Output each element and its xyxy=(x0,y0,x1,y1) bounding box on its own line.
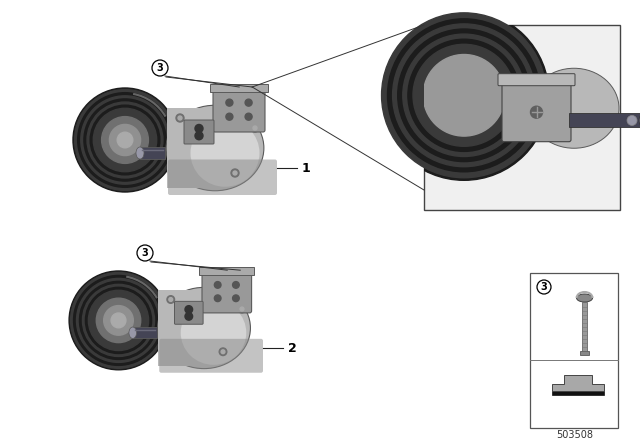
Circle shape xyxy=(77,93,172,187)
Circle shape xyxy=(93,108,157,172)
Circle shape xyxy=(79,281,157,359)
Circle shape xyxy=(85,287,152,353)
Polygon shape xyxy=(552,392,604,396)
Ellipse shape xyxy=(157,287,250,369)
Ellipse shape xyxy=(180,301,246,365)
Circle shape xyxy=(627,116,637,125)
Circle shape xyxy=(531,106,543,118)
Circle shape xyxy=(167,296,175,303)
Circle shape xyxy=(423,55,505,136)
Circle shape xyxy=(226,99,233,106)
FancyBboxPatch shape xyxy=(502,83,571,142)
Circle shape xyxy=(84,99,166,181)
Bar xyxy=(424,25,620,210)
Circle shape xyxy=(238,305,246,313)
Circle shape xyxy=(195,132,203,140)
Bar xyxy=(158,290,215,366)
Circle shape xyxy=(214,282,221,288)
Text: 503508: 503508 xyxy=(557,430,593,440)
Circle shape xyxy=(413,44,515,146)
Text: 3: 3 xyxy=(541,282,547,292)
Circle shape xyxy=(232,295,239,302)
Polygon shape xyxy=(199,267,254,275)
Circle shape xyxy=(392,24,536,167)
Circle shape xyxy=(137,245,153,261)
Polygon shape xyxy=(210,84,268,92)
Circle shape xyxy=(96,298,141,343)
Text: 3: 3 xyxy=(141,248,148,258)
Circle shape xyxy=(185,306,193,313)
Ellipse shape xyxy=(577,294,593,302)
Circle shape xyxy=(185,313,193,320)
Circle shape xyxy=(226,113,233,120)
Circle shape xyxy=(176,114,184,122)
Polygon shape xyxy=(552,375,604,392)
Circle shape xyxy=(77,278,161,362)
Circle shape xyxy=(102,116,148,164)
Bar xyxy=(580,351,589,355)
FancyBboxPatch shape xyxy=(175,302,203,324)
Circle shape xyxy=(169,297,173,302)
Circle shape xyxy=(387,19,541,172)
Circle shape xyxy=(152,60,168,76)
Circle shape xyxy=(90,105,160,175)
Circle shape xyxy=(195,125,203,133)
Circle shape xyxy=(231,169,239,177)
Circle shape xyxy=(233,171,237,175)
Text: 3: 3 xyxy=(157,63,163,73)
Circle shape xyxy=(537,280,551,294)
Circle shape xyxy=(69,271,168,370)
Circle shape xyxy=(111,313,126,328)
Circle shape xyxy=(219,348,227,356)
Circle shape xyxy=(245,99,252,106)
Bar xyxy=(569,113,640,127)
Circle shape xyxy=(104,306,133,335)
Bar xyxy=(140,147,165,159)
Ellipse shape xyxy=(529,68,619,148)
Circle shape xyxy=(81,96,169,184)
Ellipse shape xyxy=(136,147,144,159)
FancyBboxPatch shape xyxy=(498,74,575,86)
FancyBboxPatch shape xyxy=(159,339,263,373)
FancyBboxPatch shape xyxy=(168,159,277,195)
Circle shape xyxy=(109,125,141,155)
Circle shape xyxy=(74,90,175,190)
Circle shape xyxy=(83,284,155,357)
Ellipse shape xyxy=(639,113,640,127)
Bar xyxy=(530,273,618,428)
Circle shape xyxy=(73,88,177,192)
Circle shape xyxy=(381,13,547,178)
Circle shape xyxy=(88,290,148,350)
Circle shape xyxy=(240,307,244,311)
Circle shape xyxy=(178,116,182,120)
FancyBboxPatch shape xyxy=(213,90,265,132)
Circle shape xyxy=(251,124,259,132)
Circle shape xyxy=(379,10,549,180)
Ellipse shape xyxy=(129,327,136,338)
Circle shape xyxy=(403,34,525,156)
Circle shape xyxy=(87,102,163,178)
Circle shape xyxy=(253,126,257,130)
Circle shape xyxy=(232,282,239,288)
Bar xyxy=(582,302,587,352)
Text: 2: 2 xyxy=(288,341,297,354)
Bar xyxy=(166,108,227,188)
Text: 1: 1 xyxy=(302,161,311,175)
Ellipse shape xyxy=(166,105,264,191)
Circle shape xyxy=(221,350,225,353)
Circle shape xyxy=(408,39,520,151)
Circle shape xyxy=(245,113,252,120)
FancyBboxPatch shape xyxy=(202,273,252,313)
Circle shape xyxy=(117,132,133,148)
Bar xyxy=(132,327,157,338)
Ellipse shape xyxy=(191,119,259,187)
Circle shape xyxy=(74,276,163,366)
Circle shape xyxy=(397,29,531,162)
FancyBboxPatch shape xyxy=(184,120,214,144)
Circle shape xyxy=(70,272,166,368)
Circle shape xyxy=(214,295,221,302)
